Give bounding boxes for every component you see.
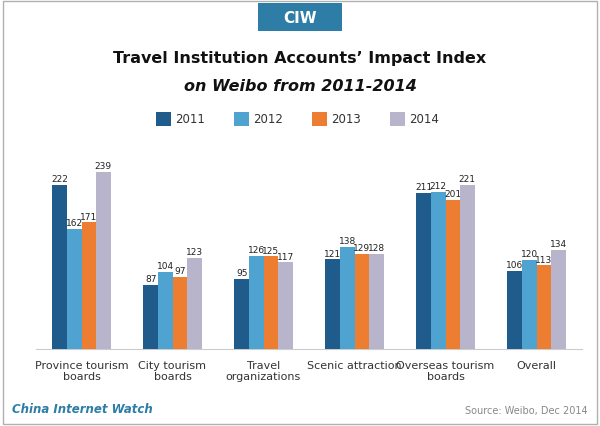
Text: on Weibo from 2011-2014: on Weibo from 2011-2014 xyxy=(184,79,416,94)
Text: 104: 104 xyxy=(157,262,174,271)
Text: 87: 87 xyxy=(145,274,157,283)
Bar xyxy=(235,279,249,349)
Bar xyxy=(340,247,355,349)
Bar xyxy=(508,271,522,349)
Text: Source: Weibo, Dec 2014: Source: Weibo, Dec 2014 xyxy=(466,406,588,415)
Text: 121: 121 xyxy=(324,249,341,258)
Text: 2013: 2013 xyxy=(331,113,361,126)
Bar xyxy=(278,263,293,349)
Text: 126: 126 xyxy=(248,245,265,254)
Text: 222: 222 xyxy=(51,174,68,183)
Text: 212: 212 xyxy=(430,182,447,191)
Text: 211: 211 xyxy=(415,182,432,191)
Bar xyxy=(96,173,110,349)
Text: 2012: 2012 xyxy=(253,113,283,126)
Bar xyxy=(355,254,369,349)
Text: CIW: CIW xyxy=(283,11,317,26)
Text: 106: 106 xyxy=(506,260,523,269)
Bar xyxy=(67,230,82,349)
Text: 95: 95 xyxy=(236,268,247,277)
Text: 162: 162 xyxy=(65,219,83,227)
Bar xyxy=(369,255,383,349)
Bar xyxy=(416,193,431,349)
Bar xyxy=(551,250,566,349)
Text: 221: 221 xyxy=(459,175,476,184)
Bar xyxy=(187,258,202,349)
Bar xyxy=(263,257,278,349)
Bar xyxy=(52,185,67,349)
Bar xyxy=(431,193,445,349)
Text: 201: 201 xyxy=(444,190,461,199)
Text: 171: 171 xyxy=(80,212,97,221)
Bar xyxy=(536,266,551,349)
Bar xyxy=(158,272,173,349)
Text: 125: 125 xyxy=(262,246,280,255)
Text: Travel Institution Accounts’ Impact Index: Travel Institution Accounts’ Impact Inde… xyxy=(113,51,487,66)
Bar xyxy=(143,285,158,349)
Text: 138: 138 xyxy=(338,236,356,245)
Text: 97: 97 xyxy=(174,267,185,276)
Bar xyxy=(173,278,187,349)
Text: 2011: 2011 xyxy=(175,113,205,126)
Bar xyxy=(445,201,460,349)
Text: 113: 113 xyxy=(535,255,553,264)
Text: 120: 120 xyxy=(521,250,538,259)
Bar xyxy=(325,260,340,349)
Text: 134: 134 xyxy=(550,239,567,248)
Text: 239: 239 xyxy=(95,162,112,171)
Text: China Internet Watch: China Internet Watch xyxy=(12,403,153,415)
Text: 2014: 2014 xyxy=(409,113,439,126)
Text: 129: 129 xyxy=(353,243,370,252)
Bar xyxy=(522,261,536,349)
Bar xyxy=(249,256,263,349)
Bar xyxy=(82,223,96,349)
Bar xyxy=(460,186,475,349)
Text: 128: 128 xyxy=(368,244,385,253)
Text: 117: 117 xyxy=(277,252,294,261)
Text: 123: 123 xyxy=(186,248,203,256)
